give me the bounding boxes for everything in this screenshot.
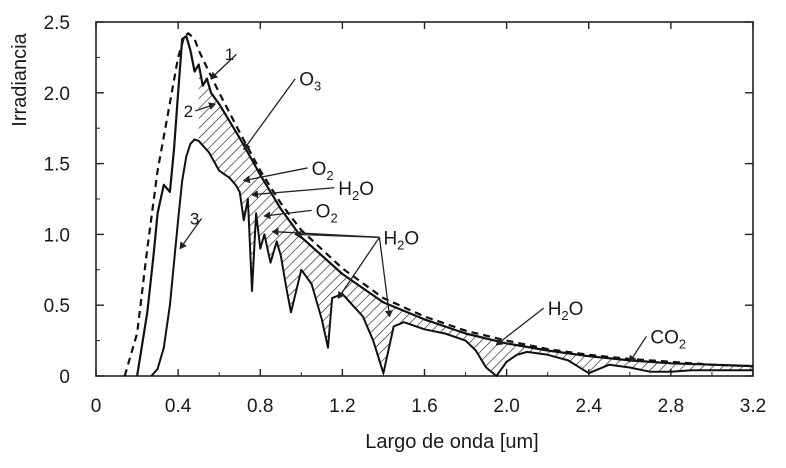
absorption-arrow bbox=[242, 167, 308, 184]
x-tick-label: 3.2 bbox=[740, 396, 766, 417]
x-axis-title: Largo de onda [um] bbox=[365, 431, 538, 453]
x-tick-label: 2.0 bbox=[493, 396, 519, 417]
absorption-label: H2O bbox=[548, 299, 584, 323]
curve-label-3: 3 bbox=[190, 209, 199, 228]
absorption-label: CO2 bbox=[650, 327, 686, 351]
curve-label-arrow bbox=[195, 102, 217, 112]
curve-label-1: 1 bbox=[225, 45, 234, 64]
absorption-arrow bbox=[495, 307, 545, 346]
absorption-label: O2 bbox=[312, 159, 334, 183]
x-tick-label: 0 bbox=[91, 396, 102, 417]
absorption-arrow bbox=[378, 237, 393, 318]
series-line-1 bbox=[123, 32, 754, 377]
absorption-arrow bbox=[271, 227, 380, 238]
absorption-arrow bbox=[243, 78, 296, 151]
absorption-label: H2O bbox=[338, 179, 374, 203]
curve-label-2: 2 bbox=[184, 102, 193, 121]
absorption-label: O3 bbox=[299, 70, 321, 94]
absorption-arrow bbox=[337, 236, 380, 299]
x-tick-label: 0.8 bbox=[247, 396, 273, 417]
y-tick-label: 2.5 bbox=[44, 13, 70, 34]
y-tick-label: 2.0 bbox=[44, 84, 70, 105]
x-tick-label: 0.4 bbox=[165, 396, 192, 417]
y-tick-label: 1.5 bbox=[44, 155, 70, 176]
series-line-2 bbox=[136, 35, 754, 377]
absorption-label: O2 bbox=[316, 201, 338, 225]
y-axis-title: Irradiancia bbox=[9, 32, 31, 126]
x-tick-label: 1.6 bbox=[411, 396, 437, 417]
x-tick-label: 2.8 bbox=[658, 396, 684, 417]
x-tick-label: 1.2 bbox=[329, 396, 355, 417]
absorption-arrow bbox=[629, 336, 647, 363]
absorption-label: H2O bbox=[383, 228, 419, 252]
y-tick-label: 1.0 bbox=[44, 225, 70, 246]
y-tick-label: 0 bbox=[59, 367, 70, 388]
series-line-3 bbox=[150, 138, 753, 377]
y-tick-label: 0.5 bbox=[44, 296, 70, 317]
curve-label-arrow bbox=[179, 218, 203, 250]
absorption-arrow bbox=[263, 209, 312, 220]
plot-area: 0 0.4 0.8 1.2 1.6 2.0 2.4 2.8 3.2 0 0.5 1.0 1.5 2.0 2.… bbox=[44, 13, 767, 417]
curve-label-arrow bbox=[210, 53, 237, 80]
absorption-arrow bbox=[251, 187, 335, 199]
x-tick-label: 2.4 bbox=[576, 396, 603, 417]
